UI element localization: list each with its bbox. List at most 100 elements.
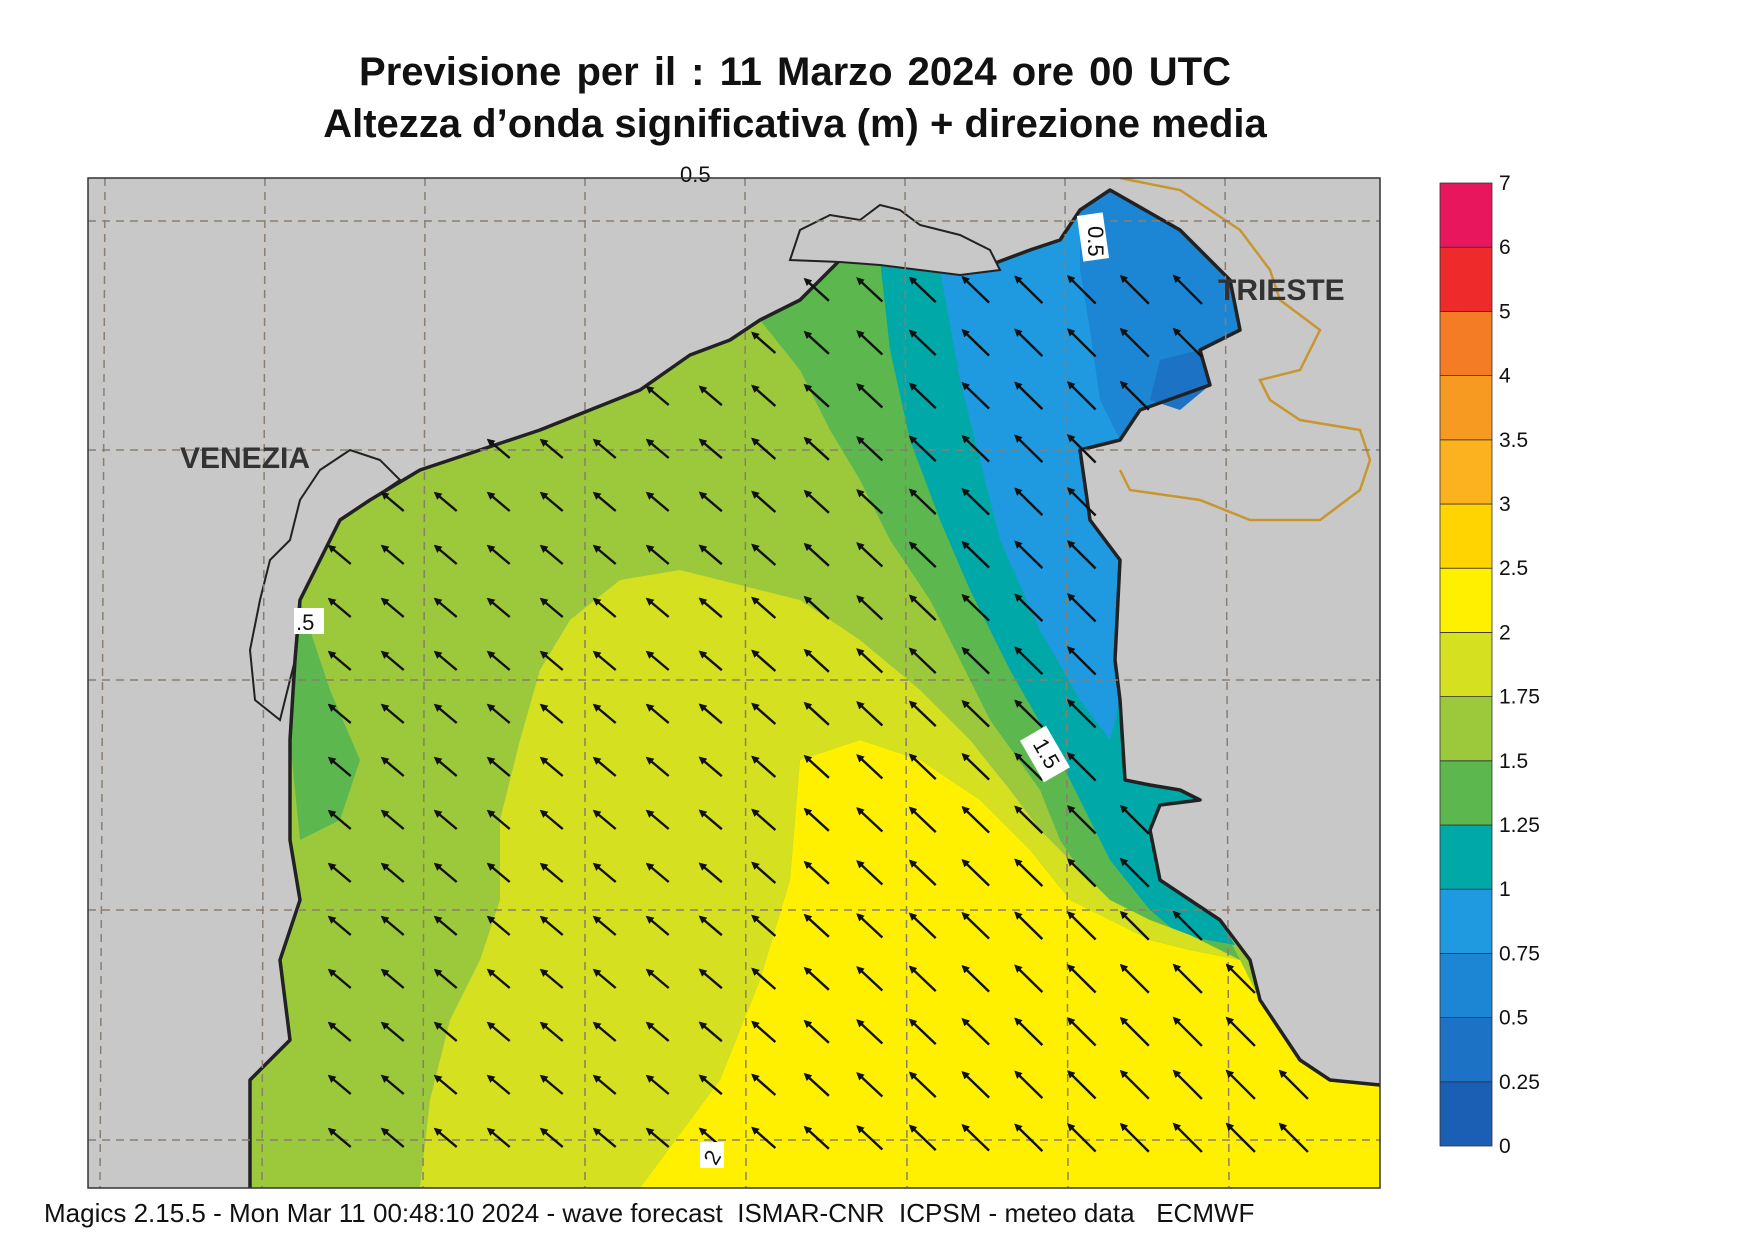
map-area: 0.5 1.5 .5 2 (88, 178, 1380, 1188)
direction-arrow (1014, 805, 1044, 834)
direction-arrow (1014, 275, 1044, 304)
direction-arrow (645, 809, 670, 830)
colorbar-swatch (1439, 1081, 1493, 1147)
colorbar-swatch (1439, 503, 1493, 569)
direction-arrow (1014, 699, 1044, 728)
direction-arrow (698, 756, 723, 778)
direction-arrow (698, 1021, 723, 1043)
direction-arrow (1119, 804, 1150, 835)
coastline (248, 188, 1380, 1188)
direction-arrow (592, 1074, 617, 1095)
direction-arrow (592, 1021, 617, 1042)
direction-arrow (751, 702, 777, 725)
direction-arrow (1066, 1123, 1097, 1153)
contour-label-.5: .5 (296, 610, 314, 635)
direction-arrow (433, 968, 458, 989)
direction-arrow (856, 489, 884, 515)
direction-arrow (327, 1074, 352, 1095)
direction-arrow (803, 436, 830, 461)
direction-arrow (486, 968, 511, 989)
direction-arrow (856, 754, 884, 780)
map-frame (87, 177, 1381, 1189)
direction-arrow (1119, 963, 1150, 994)
direction-arrow (1119, 274, 1150, 305)
direction-arrow (380, 756, 405, 777)
direction-arrow (961, 752, 990, 781)
colorbar-label: 0.75 (1499, 942, 1540, 965)
direction-arrow (592, 703, 617, 724)
direction-arrow (592, 438, 617, 459)
direction-arrow (1066, 328, 1097, 358)
direction-arrow (486, 703, 511, 724)
direction-arrow (592, 968, 617, 989)
direction-arrow (908, 1124, 937, 1152)
direction-arrow (1014, 1123, 1044, 1152)
direction-arrow (856, 807, 884, 833)
direction-arrow (592, 809, 617, 830)
direction-arrow (592, 491, 617, 512)
direction-arrow (539, 862, 564, 883)
colorbar-label: 0 (1499, 1135, 1511, 1158)
direction-arrow (645, 703, 670, 724)
direction-arrow (433, 597, 458, 618)
direction-arrow (1066, 275, 1097, 305)
direction-arrow (592, 544, 617, 565)
colorbar-swatch (1439, 632, 1493, 698)
direction-arrow (1119, 910, 1150, 941)
colorbar-swatch (1439, 953, 1493, 1019)
direction-arrow (1066, 964, 1097, 994)
direction-arrow (645, 1074, 670, 1095)
colorbar-label: 1.5 (1499, 750, 1528, 773)
band-2.0 (640, 740, 1380, 1188)
band-0.25 (1150, 350, 1210, 410)
footer-credits: Magics 2.15.5 - Mon Mar 11 00:48:10 2024… (44, 1198, 1255, 1228)
direction-arrow (1172, 1122, 1203, 1153)
direction-arrow (539, 809, 564, 830)
direction-arrow (803, 754, 830, 779)
direction-arrow (486, 544, 511, 565)
direction-arrow (908, 806, 937, 834)
direction-arrow (433, 544, 458, 565)
direction-arrow (327, 968, 352, 989)
colorbar-swatch (1439, 439, 1493, 505)
direction-arrow (327, 544, 352, 565)
colorbar-swatch (1439, 888, 1493, 954)
direction-arrow (803, 330, 830, 355)
direction-arrow (856, 913, 884, 939)
colorbar-swatch (1439, 696, 1493, 762)
direction-arrow (433, 650, 458, 671)
direction-arrow (961, 328, 990, 357)
direction-arrow (751, 1126, 777, 1149)
direction-arrow (908, 912, 937, 940)
direction-arrow (486, 1074, 511, 1095)
direction-arrow (856, 436, 884, 462)
direction-arrow (803, 489, 830, 514)
direction-arrow (1066, 381, 1097, 411)
direction-arrow (803, 1125, 830, 1150)
direction-arrow (645, 756, 670, 777)
direction-arrow (1014, 858, 1044, 887)
direction-arrow (380, 809, 405, 830)
direction-arrow (433, 915, 458, 936)
direction-arrow (539, 650, 564, 671)
direction-arrow (698, 862, 723, 884)
direction-arrow (1014, 381, 1044, 410)
direction-arrow (1014, 434, 1044, 463)
direction-arrow (856, 648, 884, 674)
direction-arrow (961, 275, 990, 304)
city-label-trieste: TRIESTE (1218, 274, 1345, 307)
direction-arrow (327, 809, 352, 830)
direction-arrow (751, 331, 777, 354)
direction-arrow (380, 862, 405, 883)
direction-arrow (1172, 1016, 1203, 1047)
direction-arrow (961, 1123, 990, 1152)
direction-arrow (961, 540, 990, 569)
direction-arrow (1119, 327, 1150, 358)
direction-arrow (486, 756, 511, 777)
direction-arrow (433, 862, 458, 883)
direction-arrow (856, 701, 884, 727)
direction-arrow (327, 650, 352, 671)
direction-arrow (539, 968, 564, 989)
direction-arrow (698, 703, 723, 725)
direction-arrow (539, 915, 564, 936)
